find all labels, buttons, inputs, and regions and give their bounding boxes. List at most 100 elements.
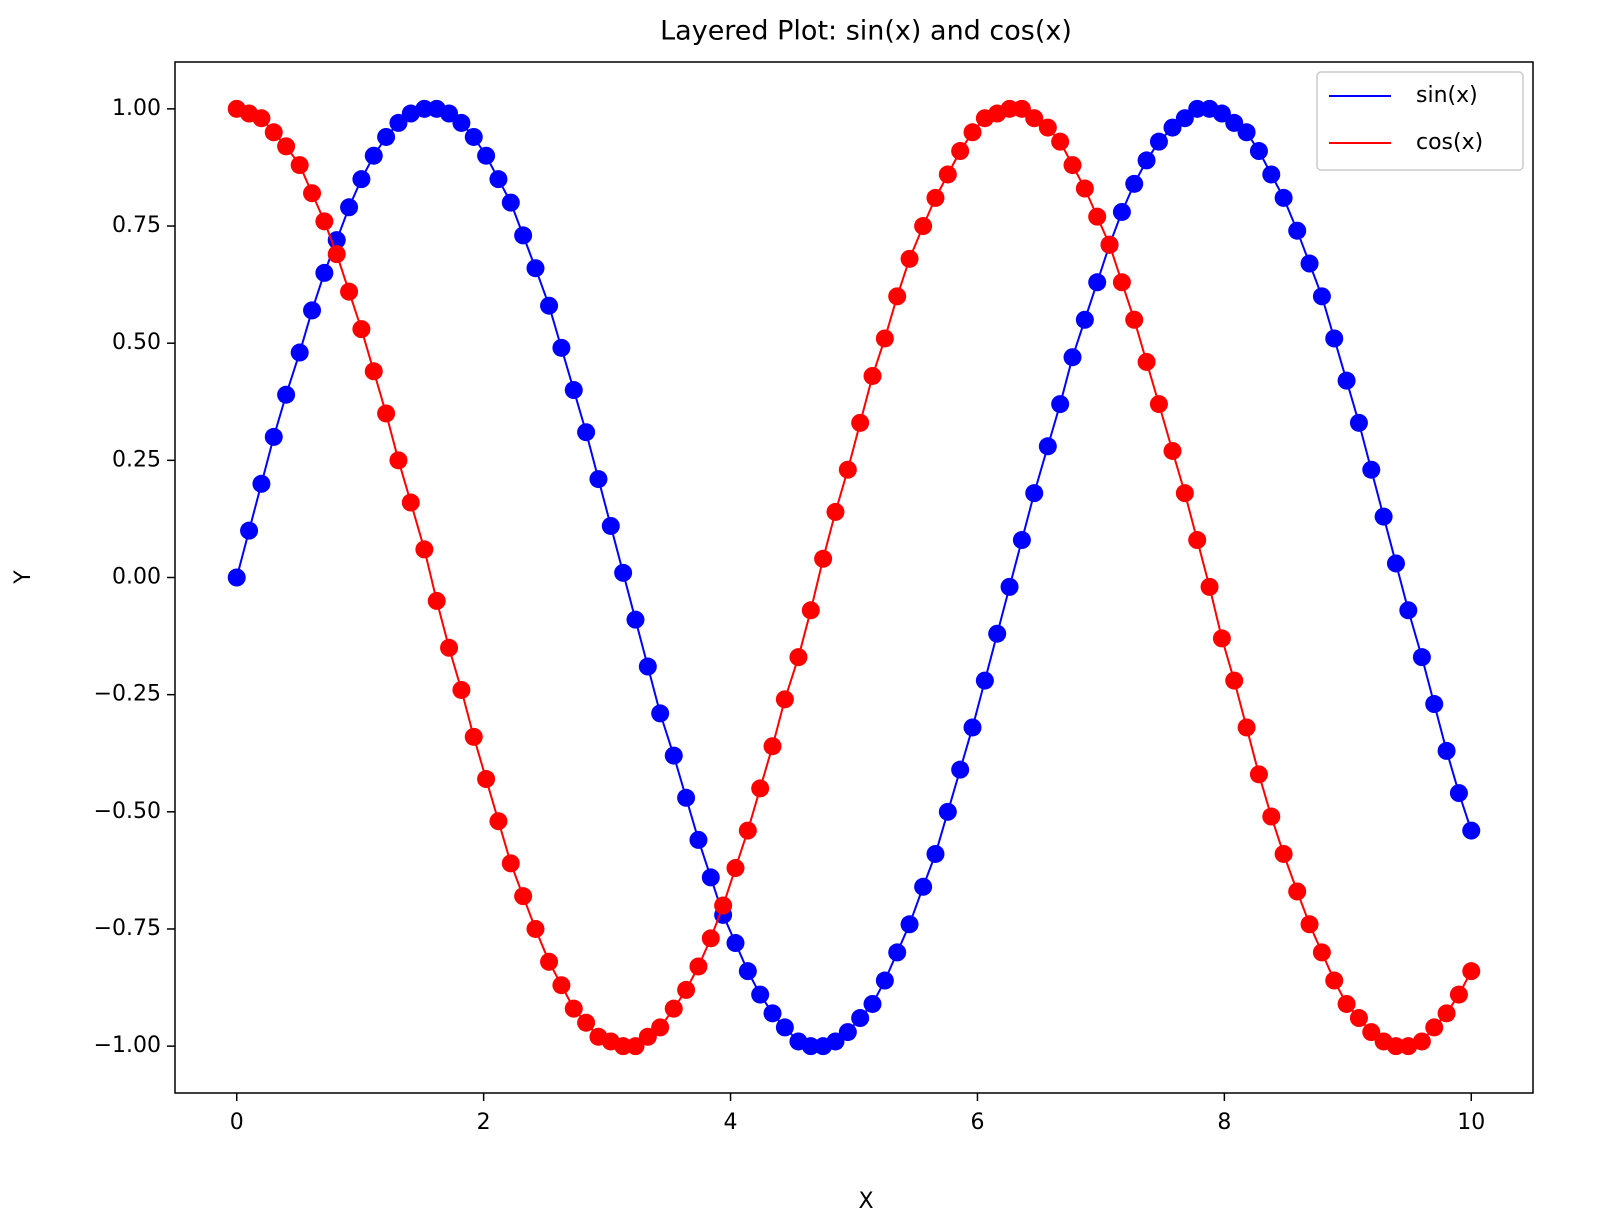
data-point <box>1362 1023 1381 1042</box>
data-point <box>826 1032 845 1051</box>
data-point <box>926 188 945 207</box>
data-point <box>863 366 882 385</box>
data-point <box>1075 310 1094 329</box>
y-tick-label: −0.25 <box>94 682 161 707</box>
data-point <box>1075 179 1094 198</box>
data-point <box>1025 484 1044 503</box>
data-point <box>789 648 808 667</box>
data-point <box>1112 273 1131 292</box>
data-point <box>464 727 483 746</box>
data-point <box>1462 962 1481 981</box>
data-point <box>1149 395 1168 414</box>
data-point <box>938 165 957 184</box>
data-point <box>303 184 322 203</box>
y-tick-label: 0.50 <box>112 330 161 355</box>
data-point <box>1349 413 1368 432</box>
data-point <box>1225 113 1244 132</box>
x-tick-label: 8 <box>1217 1110 1231 1135</box>
data-point <box>526 919 545 938</box>
data-point <box>277 385 296 404</box>
data-point <box>951 760 970 779</box>
data-point <box>1051 132 1070 151</box>
data-point <box>264 123 283 142</box>
data-point <box>1188 531 1207 550</box>
data-point <box>1249 765 1268 784</box>
data-point <box>440 104 459 123</box>
data-point <box>552 338 571 357</box>
data-point <box>1425 695 1444 714</box>
data-point <box>303 301 322 320</box>
legend: sin(x) cos(x) <box>1316 71 1524 171</box>
data-point <box>377 127 396 146</box>
data-point <box>763 737 782 756</box>
data-point <box>1149 132 1168 151</box>
data-point <box>1274 188 1293 207</box>
data-point <box>315 263 334 282</box>
data-point <box>1125 310 1144 329</box>
data-point <box>1288 882 1307 901</box>
data-point <box>1163 118 1182 137</box>
data-point <box>988 624 1007 643</box>
data-point <box>1349 1009 1368 1028</box>
data-point <box>1300 915 1319 934</box>
data-point <box>1399 1037 1418 1056</box>
data-point <box>638 1027 657 1046</box>
data-point <box>1175 109 1194 128</box>
data-point <box>1312 943 1331 962</box>
data-point <box>1212 629 1231 648</box>
data-point <box>677 980 696 999</box>
data-point <box>614 563 633 582</box>
data-point <box>1088 207 1107 226</box>
data-point <box>1325 971 1344 990</box>
data-point <box>452 113 471 132</box>
data-point <box>1063 156 1082 175</box>
data-point <box>738 821 757 840</box>
data-point <box>389 113 408 132</box>
data-point <box>352 320 371 339</box>
plot-frame <box>174 61 1534 1094</box>
data-point <box>290 343 309 362</box>
data-point <box>452 680 471 699</box>
data-point <box>340 198 359 217</box>
data-point <box>601 516 620 535</box>
y-tick-label: −0.75 <box>94 916 161 941</box>
data-point <box>1437 741 1456 760</box>
x-tick-label: 10 <box>1457 1110 1485 1135</box>
data-point <box>751 985 770 1004</box>
y-tick-label: −0.50 <box>94 799 161 824</box>
data-point <box>914 877 933 896</box>
data-point <box>1386 1037 1405 1056</box>
data-point <box>1225 671 1244 690</box>
data-point <box>401 493 420 512</box>
data-point <box>1038 437 1057 456</box>
data-point <box>1100 235 1119 254</box>
data-point <box>1188 99 1207 118</box>
data-point <box>389 451 408 470</box>
data-point <box>540 296 559 315</box>
data-point <box>1288 221 1307 240</box>
y-tick-label: 1.00 <box>112 96 161 121</box>
data-point <box>1262 165 1281 184</box>
data-point <box>938 802 957 821</box>
data-point <box>651 1018 670 1037</box>
data-point <box>875 329 894 348</box>
data-point <box>638 657 657 676</box>
data-point <box>826 502 845 521</box>
data-point <box>501 193 520 212</box>
data-point <box>315 212 334 231</box>
data-point <box>415 540 434 559</box>
data-point <box>1025 109 1044 128</box>
data-point <box>701 929 720 948</box>
data-point <box>1000 99 1019 118</box>
legend-label: sin(x) <box>1416 83 1478 108</box>
data-point <box>726 859 745 878</box>
data-point <box>1337 994 1356 1013</box>
data-point <box>1249 142 1268 161</box>
data-point <box>926 844 945 863</box>
data-point <box>664 999 683 1018</box>
data-point <box>1312 287 1331 306</box>
data-point <box>814 549 833 568</box>
data-point <box>477 770 496 789</box>
data-point <box>440 638 459 657</box>
